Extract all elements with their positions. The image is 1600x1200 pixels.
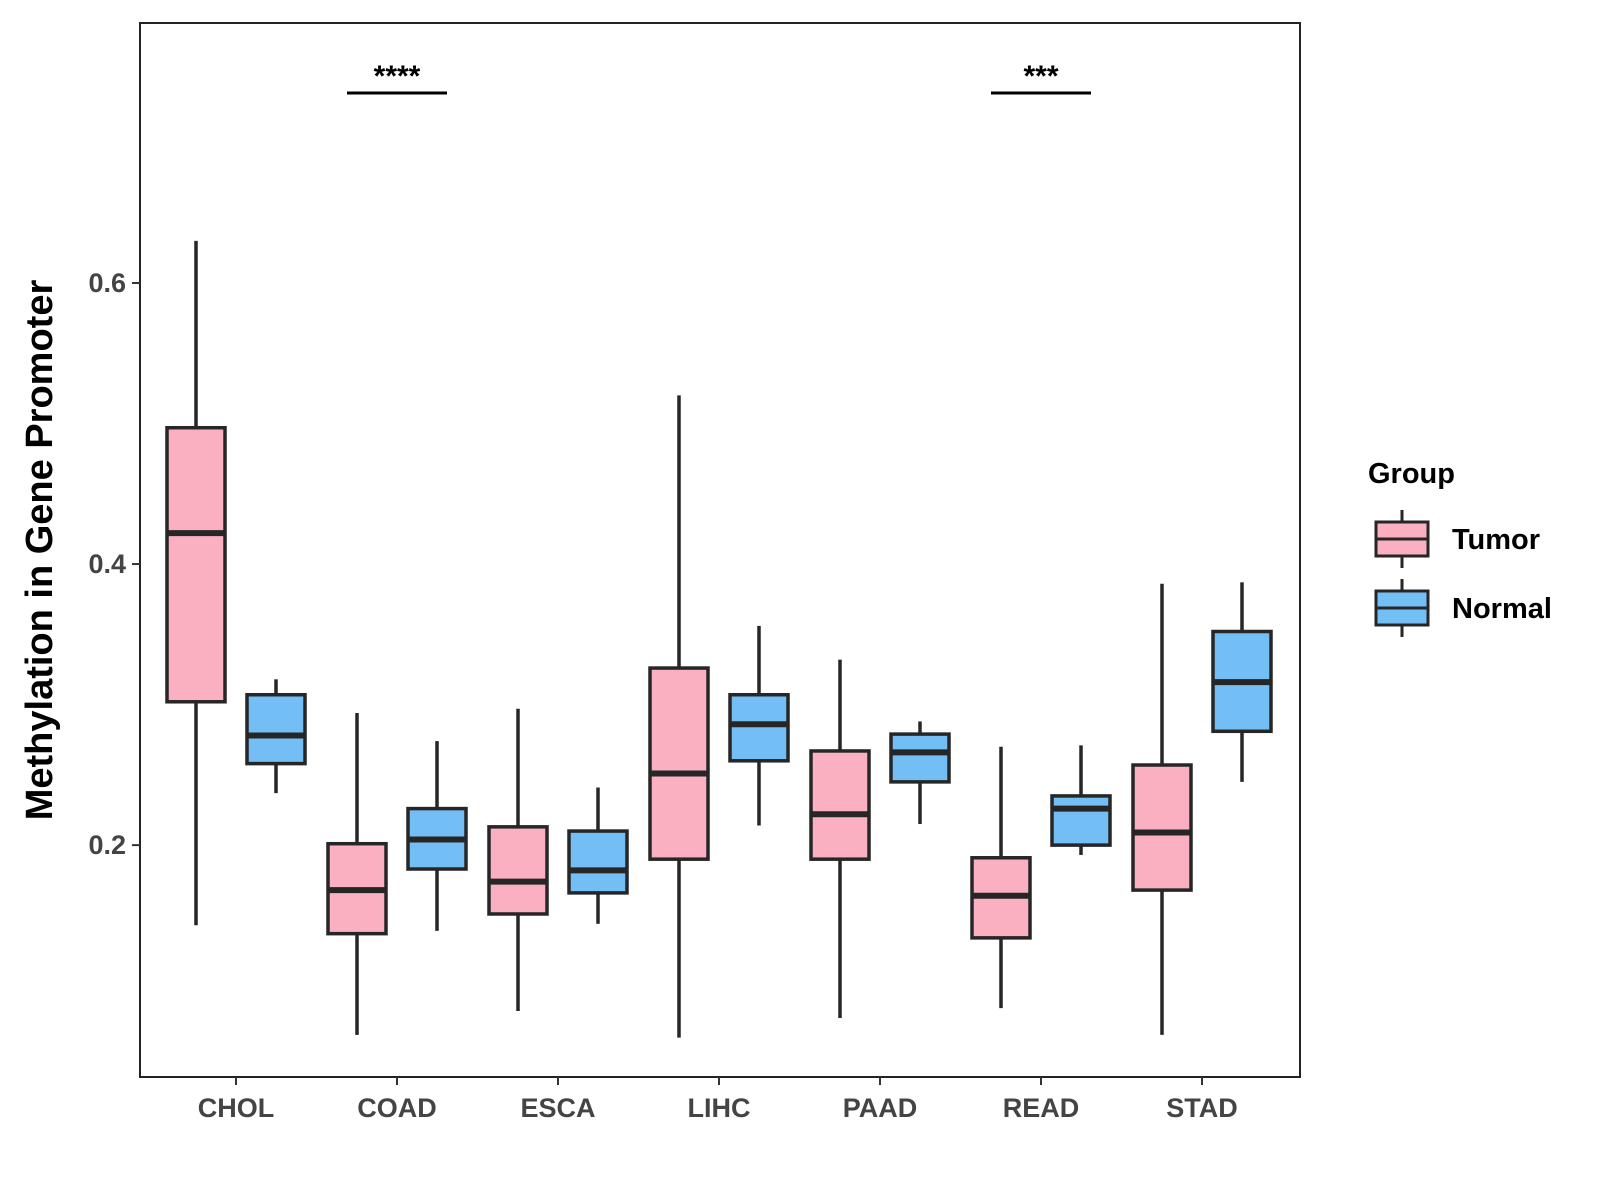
y-tick-label-0: 0.2 bbox=[88, 830, 126, 860]
box-esca-normal bbox=[567, 787, 629, 924]
iqr-box-read-normal bbox=[1050, 794, 1112, 847]
legend-label-normal: Normal bbox=[1452, 593, 1552, 625]
box-read-normal bbox=[1050, 745, 1112, 855]
legend: Group Tumor Normal bbox=[1368, 458, 1552, 637]
axes: CHOL COAD ESCA LIHC PAAD READ STAD 0.2 0.4 0.6 bbox=[88, 268, 1237, 1123]
x-tick-label-paad: PAAD bbox=[843, 1093, 918, 1123]
y-axis-title: Methylation in Gene Promoter bbox=[19, 280, 61, 821]
box-chol-normal bbox=[245, 679, 307, 794]
significance-label-coad: **** bbox=[374, 60, 421, 93]
legend-label-tumor: Tumor bbox=[1452, 524, 1540, 556]
box-coad-normal bbox=[406, 741, 468, 931]
iqr-box-lihc-normal bbox=[728, 692, 790, 763]
x-tick-label-read: READ bbox=[1003, 1093, 1080, 1123]
box-lihc-normal bbox=[728, 625, 790, 826]
legend-title: Group bbox=[1368, 458, 1455, 490]
box-chol-tumor bbox=[165, 240, 227, 926]
x-tick-label-lihc: LIHC bbox=[688, 1093, 751, 1123]
iqr-box-stad-tumor bbox=[1131, 763, 1193, 892]
plot-layer: **** *** bbox=[165, 60, 1273, 1038]
iqr-box-paad-normal bbox=[889, 732, 951, 784]
legend-item-tumor: Tumor bbox=[1374, 510, 1540, 568]
box-paad-tumor bbox=[809, 659, 871, 1018]
plot-panel-border bbox=[139, 22, 1301, 1078]
y-tick-label-1: 0.4 bbox=[88, 549, 126, 579]
iqr-box-esca-tumor bbox=[487, 825, 549, 916]
x-tick-label-esca: ESCA bbox=[520, 1093, 595, 1123]
box-lihc-tumor bbox=[648, 395, 710, 1038]
legend-item-normal: Normal bbox=[1374, 579, 1552, 637]
box-read-tumor bbox=[970, 746, 1032, 1009]
x-tick-label-chol: CHOL bbox=[198, 1093, 275, 1123]
box-stad-tumor bbox=[1131, 583, 1193, 1035]
y-tick-label-2: 0.6 bbox=[88, 268, 126, 298]
iqr-box-chol-normal bbox=[245, 692, 307, 766]
x-tick-label-coad: COAD bbox=[357, 1093, 437, 1123]
box-stad-normal bbox=[1211, 582, 1273, 782]
iqr-box-chol-tumor bbox=[165, 425, 227, 704]
box-paad-normal bbox=[889, 721, 951, 825]
iqr-box-paad-tumor bbox=[809, 749, 871, 861]
box-esca-tumor bbox=[487, 708, 549, 1011]
significance-label-read: *** bbox=[1023, 60, 1058, 93]
x-tick-label-stad: STAD bbox=[1166, 1093, 1238, 1123]
iqr-box-lihc-tumor bbox=[648, 666, 710, 861]
iqr-box-esca-normal bbox=[567, 829, 629, 895]
box-coad-tumor bbox=[326, 713, 388, 1035]
